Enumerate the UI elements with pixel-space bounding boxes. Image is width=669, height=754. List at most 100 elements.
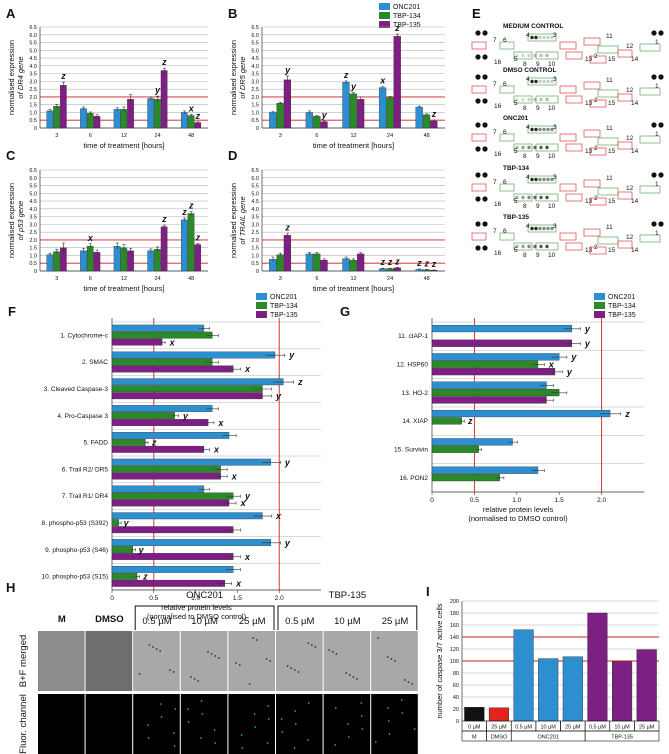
fluorescent-cell — [335, 707, 337, 709]
fluorescence-image — [323, 694, 371, 754]
reference-spot — [658, 74, 664, 80]
y-tick-label: 2.0 — [29, 238, 37, 244]
array-spot-number: 15 — [608, 198, 616, 205]
panel-letter-c: C — [6, 148, 16, 163]
bar — [113, 245, 121, 272]
x-axis-label: relative protein levels — [483, 505, 554, 514]
array-spot-number: 10 — [548, 61, 556, 68]
y-tick-label: 6.0 — [29, 33, 37, 39]
y-tick-label: 0 — [34, 126, 37, 132]
bar — [111, 499, 230, 507]
significance-label: y — [244, 491, 251, 501]
array-spot — [538, 35, 542, 40]
fluorescence-image — [276, 694, 323, 754]
array-spot-number: 8 — [523, 153, 527, 160]
significance-label: z — [181, 207, 187, 217]
y-tick-label: 4.0 — [251, 207, 259, 213]
array-spot-number: 11 — [606, 175, 613, 182]
array-box — [589, 99, 607, 108]
cell-dot — [190, 676, 192, 678]
array-spot — [515, 195, 519, 200]
y-tick-label: 0 — [456, 719, 459, 725]
significance-label: x — [169, 337, 176, 347]
fluorescence-image — [371, 694, 418, 754]
array-box — [471, 133, 487, 142]
fluorescent-cell — [401, 699, 403, 701]
x-tick-label: 12 — [121, 276, 127, 282]
bar — [60, 85, 67, 129]
bar — [342, 258, 350, 272]
significance-label: x — [231, 471, 238, 481]
fluorescent-cell — [388, 733, 391, 735]
array-box — [559, 85, 577, 94]
bar — [53, 106, 60, 129]
array-spot-number: 13 — [585, 148, 593, 155]
y-tick-label: 5.5 — [251, 41, 259, 47]
reference-spot — [475, 245, 481, 251]
array-box — [583, 129, 601, 138]
array-spot — [521, 53, 525, 58]
bar — [513, 629, 534, 722]
bar — [111, 365, 234, 373]
array-spot-number: 16 — [494, 250, 502, 257]
array-block-title: ONC201 — [503, 115, 529, 122]
array-box — [559, 41, 577, 50]
significance-label: x — [548, 360, 555, 370]
significance-label: z — [624, 409, 630, 419]
bar — [111, 572, 138, 580]
bar — [415, 106, 423, 129]
category-label: 1. Cytochrome-c — [60, 332, 108, 339]
fluorescence-image — [180, 694, 228, 754]
significance-label: z — [60, 71, 66, 81]
bar — [562, 656, 583, 722]
dose-label: 25 µM — [565, 725, 581, 731]
panel-letter-i: I — [426, 584, 430, 599]
reference-spot — [482, 74, 488, 80]
cell-dot — [138, 673, 141, 675]
x-axis-label: time of treatment [hours] — [313, 284, 394, 293]
significance-label: y — [182, 411, 189, 421]
y-tick-label: 60 — [453, 683, 459, 689]
category-label: 9. phospho-p53 (S46) — [45, 547, 108, 554]
array-spot-number: 11 — [606, 125, 613, 132]
y-tick-label: 4.0 — [29, 64, 37, 70]
bar — [488, 707, 509, 722]
significance-label: z — [161, 214, 167, 224]
y-axis-label: normalised expressionof DR5 gene — [229, 40, 247, 115]
reference-spot — [482, 98, 488, 104]
y-tick-label: 3.0 — [251, 79, 259, 85]
cell-dot — [394, 660, 396, 662]
significance-label: z — [161, 57, 167, 67]
fluorescent-cell — [375, 741, 377, 743]
array-spot-number: 5 — [514, 100, 518, 107]
significance-label: y — [154, 85, 161, 95]
array-spot-number: 3 — [553, 174, 557, 181]
bar — [127, 250, 134, 272]
bar — [180, 112, 188, 129]
category-label: 7. Trail R1/ DR4 — [62, 493, 109, 500]
bar — [93, 116, 101, 129]
brightfield-image — [228, 631, 275, 691]
fluorescent-cell — [267, 705, 270, 707]
column-label: M — [58, 614, 66, 625]
array-spot-number: 4 — [526, 174, 530, 181]
array-box — [527, 125, 557, 134]
category-label: 12. HSP60 — [397, 362, 429, 369]
x-tick-label: 12 — [350, 133, 356, 139]
array-spot-number: 4 — [526, 32, 530, 39]
array-box — [589, 246, 607, 255]
significance-label: z — [297, 377, 303, 387]
y-tick-label: 5.5 — [29, 184, 37, 190]
reference-spot — [482, 245, 488, 251]
cell-dot — [214, 655, 217, 657]
cell-dot — [377, 637, 379, 639]
array-spot-number: 11 — [606, 33, 613, 40]
chart-i-caspase: 0 20 40 60 80 100 120 140 160 180 200 0 µM 25 µM 0.5 … — [435, 599, 660, 742]
chart-d-trail: 0 0.5 1.01.5 2.0 2.5 3.03.5 4.0 4.5 5.05.5 6.0 6.5… — [229, 168, 445, 293]
array-block-title: MEDIUM CONTROL — [503, 23, 563, 30]
significance-label: z — [416, 258, 422, 268]
array-spot-number: 9 — [536, 203, 540, 210]
array-box — [471, 183, 487, 192]
y-tick-label: 5.5 — [251, 184, 259, 190]
array-box — [565, 51, 583, 60]
